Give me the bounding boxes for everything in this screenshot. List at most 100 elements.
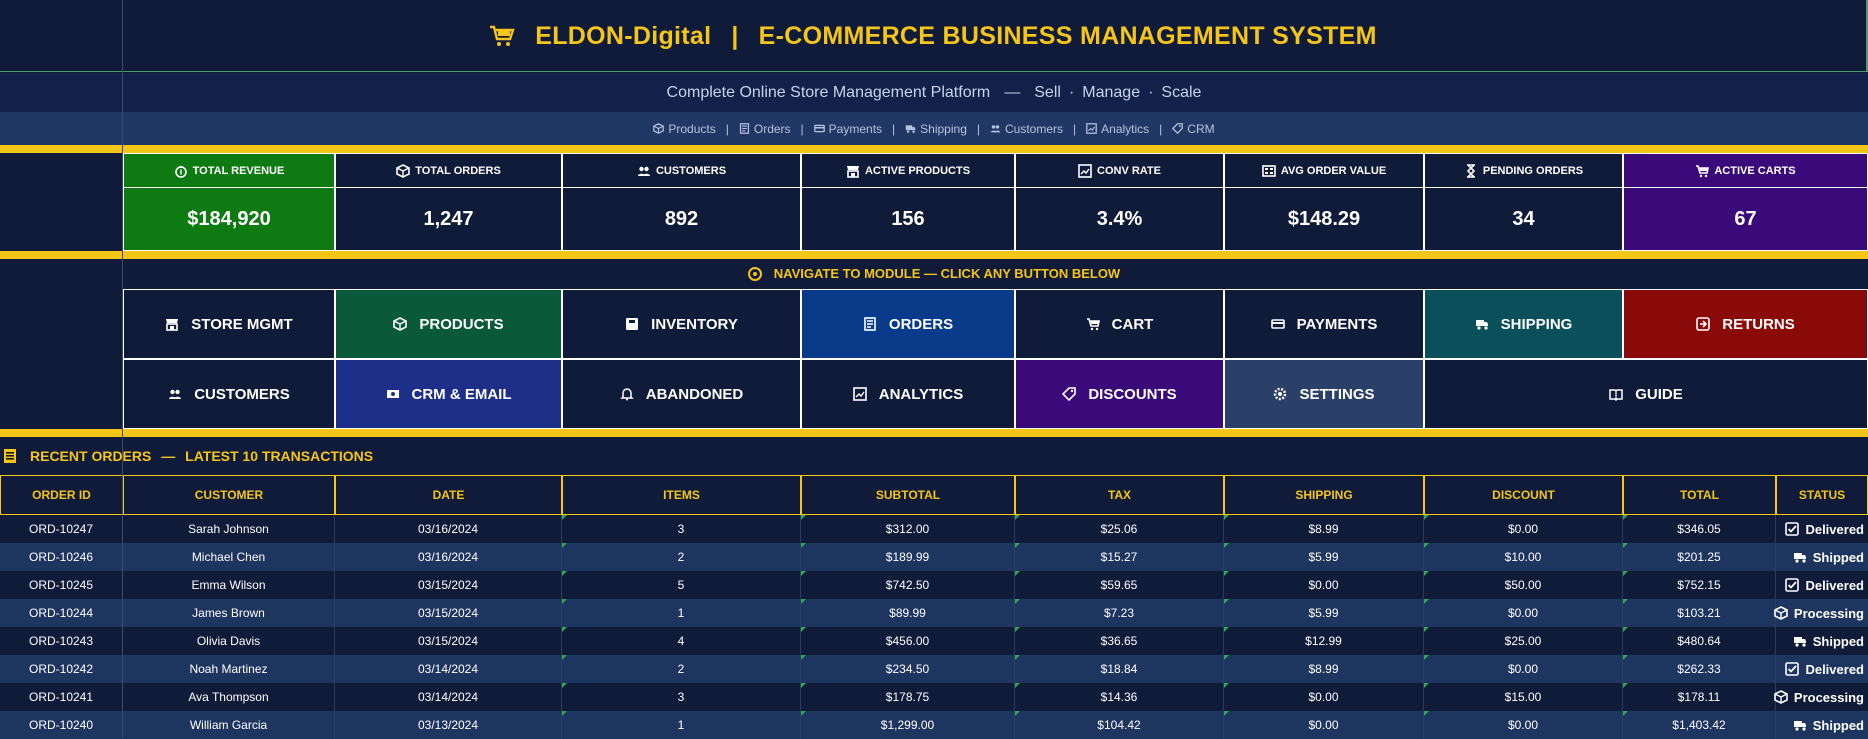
analytics-button[interactable]: ANALYTICS xyxy=(801,359,1015,429)
table-row[interactable]: ORD-10245 Emma Wilson 03/15/2024 5 $742.50 $5… xyxy=(0,571,1868,599)
column-header-customer[interactable]: CUSTOMER xyxy=(123,475,335,515)
module-label: CRM & EMAIL xyxy=(411,385,512,403)
cell-subtotal: $1,299.00 xyxy=(801,711,1015,739)
table-row[interactable]: ORD-10247 Sarah Johnson 03/16/2024 3 $312.00… xyxy=(0,515,1868,543)
cart-icon xyxy=(489,24,515,48)
kpi-pending-orders: PENDING ORDERS 34 xyxy=(1424,153,1623,251)
subtitle-dot: · xyxy=(1148,83,1154,101)
status-text: Processing xyxy=(1793,689,1864,705)
quick-links-bar: Products | Orders | Payments | Shipping | Custom… xyxy=(0,112,1868,145)
table-row[interactable]: ORD-10244 James Brown 03/15/2024 1 $89.99 $7.… xyxy=(0,599,1868,627)
subtitle-word: Scale xyxy=(1161,83,1202,101)
cell-subtotal: $312.00 xyxy=(801,515,1015,543)
quick-link-payments[interactable]: Payments xyxy=(813,121,883,136)
cell-customer: William Garcia xyxy=(123,711,335,739)
kpi-label: CUSTOMERS xyxy=(563,154,800,188)
truck-icon xyxy=(1793,718,1807,732)
book-icon xyxy=(1609,387,1623,401)
quick-link-analytics[interactable]: Analytics xyxy=(1086,122,1149,136)
column-header-total[interactable]: TOTAL xyxy=(1623,475,1776,515)
abandoned-button[interactable]: ABANDONED xyxy=(562,359,801,429)
cell-tax: $25.06 xyxy=(1015,515,1224,543)
subtitle-bar: Complete Online Store Management Platfor… xyxy=(0,73,1868,112)
quick-link-shipping[interactable]: Shipping xyxy=(905,122,967,136)
return-icon xyxy=(1696,317,1711,331)
cell-customer: Sarah Johnson xyxy=(123,515,335,543)
status-text: Delivered xyxy=(1805,577,1864,593)
cell-total: $480.64 xyxy=(1623,627,1776,655)
box-icon xyxy=(396,163,411,178)
quick-link-products[interactable]: Products xyxy=(653,122,716,136)
column-header-date[interactable]: DATE xyxy=(335,475,562,515)
store-mgmt-button[interactable]: STORE MGMT xyxy=(123,289,335,359)
column-header-tax[interactable]: TAX xyxy=(1015,475,1224,515)
quick-link-orders[interactable]: Orders xyxy=(739,122,791,136)
cell-shipping: $5.99 xyxy=(1224,599,1424,627)
accent-divider xyxy=(0,145,1868,153)
status-text: Processing xyxy=(1793,605,1864,621)
module-label: RETURNS xyxy=(1722,315,1795,333)
quick-link-label: Customers xyxy=(1005,121,1064,136)
column-header-order-id[interactable]: ORDER ID xyxy=(0,475,123,515)
column-header-items[interactable]: ITEMS xyxy=(562,475,801,515)
box-icon xyxy=(393,317,408,331)
cell-items: 2 xyxy=(562,543,801,571)
section-subtitle: LATEST 10 TRANSACTIONS xyxy=(185,448,374,464)
kpi-total-revenue: TOTAL REVENUE $184,920 xyxy=(123,153,335,251)
cell-discount: $50.00 xyxy=(1424,571,1623,599)
subtitle-word: Manage xyxy=(1082,83,1141,101)
navigate-prompt-text: NAVIGATE TO MODULE — CLICK ANY BUTTON BE… xyxy=(773,266,1121,281)
table-row[interactable]: ORD-10242 Noah Martinez 03/14/2024 2 $234.50… xyxy=(0,655,1868,683)
cell-shipping: $0.00 xyxy=(1224,711,1424,739)
column-header-subtotal[interactable]: SUBTOTAL xyxy=(801,475,1015,515)
chart-icon xyxy=(1078,163,1092,178)
status-badge: Processing xyxy=(1774,683,1868,711)
table-row[interactable]: ORD-10243 Olivia Davis 03/15/2024 4 $456.00 $… xyxy=(0,627,1868,655)
link-separator: | xyxy=(892,121,896,136)
guide-button[interactable]: GUIDE xyxy=(1424,359,1868,429)
kpi-value: 156 xyxy=(891,207,925,230)
chart-icon xyxy=(852,387,867,401)
cell-subtotal: $89.99 xyxy=(801,599,1015,627)
cell-date: 03/15/2024 xyxy=(335,571,562,599)
status-badge: Shipped xyxy=(1776,543,1868,571)
quick-link-crm[interactable]: CRM xyxy=(1172,122,1215,136)
crm-email-button[interactable]: CRM & EMAIL xyxy=(335,359,562,429)
shipping-button[interactable]: SHIPPING xyxy=(1424,289,1623,359)
status-badge: Delivered xyxy=(1776,515,1868,543)
returns-button[interactable]: RETURNS xyxy=(1623,289,1868,359)
cell-subtotal: $456.00 xyxy=(801,627,1015,655)
cell-customer: James Brown xyxy=(123,599,335,627)
column-header-shipping[interactable]: SHIPPING xyxy=(1224,475,1424,515)
title-divider: | xyxy=(731,21,739,50)
box-icon xyxy=(1774,606,1788,620)
table-row[interactable]: ORD-10246 Michael Chen 03/16/2024 2 $189.99 $… xyxy=(0,543,1868,571)
column-header-status[interactable]: STATUS xyxy=(1776,475,1868,515)
table-row[interactable]: ORD-10241 Ava Thompson 03/14/2024 3 $178.75 $… xyxy=(0,683,1868,711)
truck-icon xyxy=(1475,317,1489,331)
quick-link-customers[interactable]: Customers xyxy=(990,122,1063,136)
subtitle-dash: — xyxy=(1004,83,1021,101)
payments-button[interactable]: PAYMENTS xyxy=(1224,289,1424,359)
cart-button[interactable]: CART xyxy=(1015,289,1224,359)
quick-link-label: Payments xyxy=(828,121,883,136)
orders-button[interactable]: ORDERS xyxy=(801,289,1015,359)
discounts-button[interactable]: DISCOUNTS xyxy=(1015,359,1224,429)
accent-divider xyxy=(0,429,1868,437)
table-row[interactable]: ORD-10240 William Garcia 03/13/2024 1 $1,299… xyxy=(0,711,1868,739)
card-icon xyxy=(813,123,825,134)
cell-total: $1,403.42 xyxy=(1623,711,1776,739)
inventory-button[interactable]: INVENTORY xyxy=(562,289,801,359)
settings-button[interactable]: SETTINGS xyxy=(1224,359,1424,429)
products-button[interactable]: PRODUCTS xyxy=(335,289,562,359)
hourglass-icon xyxy=(1464,163,1478,178)
kpi-label: ACTIVE PRODUCTS xyxy=(802,154,1014,188)
kpi-value: 892 xyxy=(664,207,699,230)
cell-discount: $0.00 xyxy=(1424,655,1623,683)
subtitle-word: Sell xyxy=(1034,83,1061,101)
cell-items: 3 xyxy=(562,683,801,711)
truck-icon xyxy=(1793,550,1807,564)
column-header-discount[interactable]: DISCOUNT xyxy=(1424,475,1623,515)
customers-button[interactable]: CUSTOMERS xyxy=(123,359,335,429)
kpi-customers: CUSTOMERS 892 xyxy=(562,153,801,251)
